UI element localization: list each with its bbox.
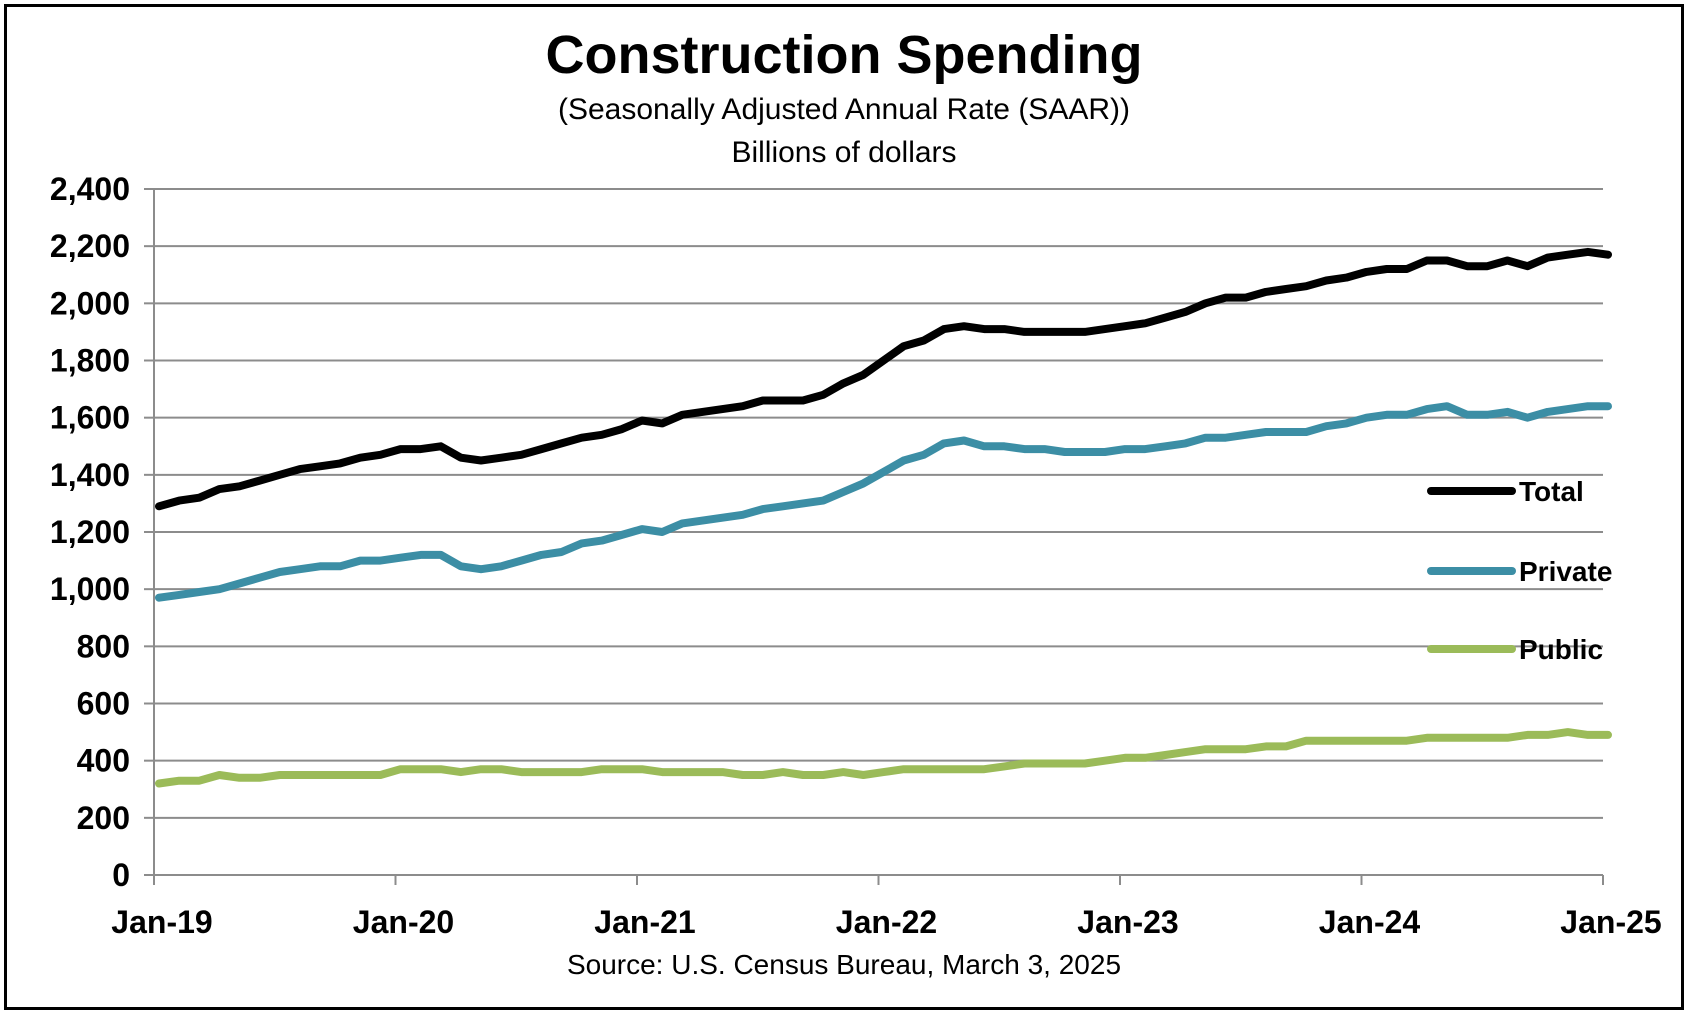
y-tick-label: 1,200 bbox=[50, 514, 130, 550]
y-axis-ticks: 0 200 400 600 800 1,000 1,200 1,400 1,600 1,800 2,… bbox=[50, 171, 154, 893]
chart-subtitle-1: (Seasonally Adjusted Annual Rate (SAAR)) bbox=[558, 93, 1130, 126]
x-tick-label: Jan-24 bbox=[1319, 904, 1421, 940]
series-line-public bbox=[155, 728, 1612, 788]
x-tick-label: Jan-19 bbox=[111, 904, 212, 940]
x-tick-label: Jan-25 bbox=[1560, 904, 1661, 940]
legend: Total Private Public bbox=[1427, 476, 1612, 665]
y-tick-label: 600 bbox=[77, 686, 130, 722]
y-tick-label: 1,800 bbox=[50, 343, 130, 379]
series-line-total bbox=[155, 247, 1612, 511]
line-chart: 0 200 400 600 800 1,000 1,200 1,400 1,600 1,800 2,… bbox=[50, 25, 1662, 980]
legend-label-total: Total bbox=[1519, 476, 1584, 507]
y-tick-label: 1,600 bbox=[50, 400, 130, 436]
legend-label-public: Public bbox=[1519, 634, 1603, 665]
x-tick-label: Jan-21 bbox=[594, 904, 695, 940]
source-note: Source: U.S. Census Bureau, March 3, 202… bbox=[567, 949, 1121, 980]
y-tick-label: 2,200 bbox=[50, 228, 130, 264]
y-tick-label: 200 bbox=[77, 800, 130, 836]
y-tick-label: 1,000 bbox=[50, 571, 130, 607]
series-lines bbox=[155, 247, 1612, 788]
y-tick-label: 400 bbox=[77, 743, 130, 779]
y-tick-label: 1,400 bbox=[50, 457, 130, 493]
chart-subtitle-2: Billions of dollars bbox=[731, 136, 956, 169]
series-line-private bbox=[155, 402, 1612, 602]
gridlines bbox=[154, 188, 1603, 819]
x-tick-label: Jan-22 bbox=[836, 904, 937, 940]
y-tick-label: 0 bbox=[112, 857, 130, 893]
chart-title: Construction Spending bbox=[546, 25, 1143, 85]
y-tick-label: 2,000 bbox=[50, 285, 130, 321]
chart-frame: 0 200 400 600 800 1,000 1,200 1,400 1,600 1,800 2,… bbox=[4, 4, 1684, 1010]
x-tick-label: Jan-20 bbox=[353, 904, 454, 940]
x-tick-label: Jan-23 bbox=[1077, 904, 1178, 940]
x-axis-ticks: Jan-19 Jan-20 Jan-21 Jan-22 Jan-23 Jan-24 Jan-… bbox=[111, 875, 1662, 940]
y-tick-label: 2,400 bbox=[50, 171, 130, 207]
legend-label-private: Private bbox=[1519, 556, 1612, 587]
y-tick-label: 800 bbox=[77, 628, 130, 664]
